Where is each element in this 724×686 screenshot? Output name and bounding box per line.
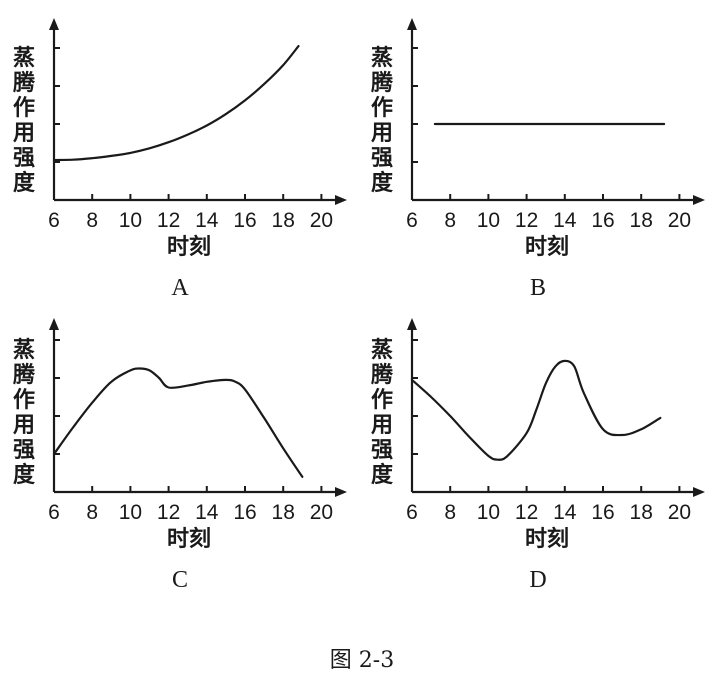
series-line-c xyxy=(52,367,304,478)
x-tick-label-14: 14 xyxy=(553,209,577,232)
panel-label-c: C xyxy=(172,567,188,593)
x-tick-label-6: 6 xyxy=(48,209,60,232)
x-tick-label-14: 14 xyxy=(553,501,577,524)
x-tick-label-8: 8 xyxy=(444,209,456,232)
x-tick-label-10: 10 xyxy=(119,209,142,232)
x-tick-label-20: 20 xyxy=(310,501,333,524)
x-tick-label-6: 6 xyxy=(406,501,418,524)
x-tick-label-10: 10 xyxy=(477,501,500,524)
panel-label-a: A xyxy=(171,275,189,301)
panel-d: 6 8 10 12 14 16 18 20 时刻 蒸腾作用强度 D xyxy=(371,318,705,593)
x-tick-label-18: 18 xyxy=(272,209,295,232)
x-tick-label-16: 16 xyxy=(591,501,614,524)
x-tick-label-14: 14 xyxy=(195,501,219,524)
y-axis-title: 蒸腾作用强度 xyxy=(371,46,394,196)
x-axis-arrow xyxy=(693,195,705,205)
y-axis-arrow xyxy=(407,18,417,30)
series-line-d xyxy=(410,359,662,461)
x-tick-label-16: 16 xyxy=(233,209,256,232)
x-axis-arrow xyxy=(335,487,347,497)
x-tick-label-18: 18 xyxy=(272,501,295,524)
y-axis-arrow xyxy=(407,318,417,330)
x-axis-arrow xyxy=(693,487,705,497)
panel-a: 6 8 10 12 14 16 18 20 时刻 蒸腾作用强度 A xyxy=(13,18,347,301)
x-tick-label-12: 12 xyxy=(515,501,538,524)
x-tick-label-14: 14 xyxy=(195,209,219,232)
panel-label-b: B xyxy=(530,275,546,301)
x-axis-title: 时刻 xyxy=(525,526,569,552)
x-tick-label-16: 16 xyxy=(233,501,256,524)
x-tick-label-20: 20 xyxy=(310,209,333,232)
x-axis-title: 时刻 xyxy=(167,234,211,260)
y-axis-arrow xyxy=(49,18,59,30)
x-tick-label-20: 20 xyxy=(668,209,691,232)
x-axis-title: 时刻 xyxy=(167,526,211,552)
x-tick-label-10: 10 xyxy=(119,501,142,524)
x-axis-title: 时刻 xyxy=(525,234,569,260)
x-tick-label-18: 18 xyxy=(630,501,653,524)
x-axis-arrow xyxy=(335,195,347,205)
x-tick-label-12: 12 xyxy=(515,209,538,232)
panel-b: 6 8 10 12 14 16 18 20 时刻 蒸腾作用强度 B xyxy=(371,18,705,301)
x-tick-label-10: 10 xyxy=(477,209,500,232)
series-line-a xyxy=(52,45,300,162)
figure-caption: 图 2-3 xyxy=(330,648,394,673)
y-axis-arrow xyxy=(49,318,59,330)
x-tick-label-8: 8 xyxy=(86,209,98,232)
y-axis-title: 蒸腾作用强度 xyxy=(371,338,394,488)
x-tick-label-16: 16 xyxy=(591,209,614,232)
x-tick-label-12: 12 xyxy=(157,501,180,524)
y-axis-title: 蒸腾作用强度 xyxy=(13,338,36,488)
x-tick-label-20: 20 xyxy=(668,501,691,524)
x-tick-label-12: 12 xyxy=(157,209,180,232)
x-tick-label-6: 6 xyxy=(48,501,60,524)
x-tick-label-6: 6 xyxy=(406,209,418,232)
panel-c: 6 8 10 12 14 16 18 20 时刻 蒸腾作用强度 C xyxy=(13,318,347,593)
x-tick-label-8: 8 xyxy=(444,501,456,524)
y-axis-title: 蒸腾作用强度 xyxy=(13,46,36,196)
x-tick-label-8: 8 xyxy=(86,501,98,524)
x-tick-label-18: 18 xyxy=(630,209,653,232)
panel-label-d: D xyxy=(529,567,546,593)
